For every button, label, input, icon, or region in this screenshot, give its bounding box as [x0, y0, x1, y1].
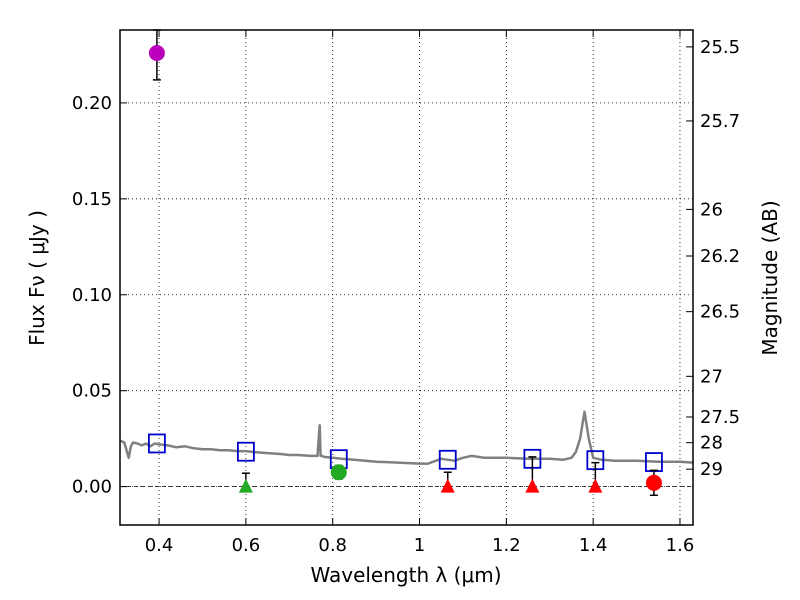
model-photometry-square [236, 441, 255, 462]
y2-tick-label: 29 [700, 459, 723, 480]
y-tick-label: 0.15 [72, 189, 112, 210]
y-tick-label: 0.05 [72, 381, 112, 402]
model-photometry-square [438, 449, 457, 470]
grid-lines [120, 30, 693, 525]
y2-tick-label: 27.5 [700, 407, 740, 428]
y2-tick-label: 25.5 [700, 37, 740, 58]
y-tick-label: 0.20 [72, 93, 112, 114]
axis-ticks: 0.4 0.6 0.8 1 1.2 1.4 1.6 0.00 0.05 0.10 0.15 0.20 2… [72, 30, 740, 556]
x-tick-label: 0.8 [318, 535, 347, 556]
detection-point [645, 474, 662, 491]
model-photometry-square [147, 433, 166, 454]
x-tick-label: 1.2 [492, 535, 521, 556]
detection-point [148, 45, 165, 62]
upper-limit-triangle [588, 478, 603, 493]
data-markers [147, 29, 663, 497]
x-tick-label: 1.4 [579, 535, 608, 556]
y-tick-label: 0.00 [72, 477, 112, 498]
x-axis-label: Wavelength λ (μm) [310, 563, 501, 587]
upper-limit-triangle [440, 478, 455, 493]
x-tick-label: 1.6 [666, 535, 695, 556]
y2-tick-label: 26 [700, 199, 723, 220]
x-tick-label: 0.6 [232, 535, 261, 556]
plot-frame [119, 29, 694, 526]
y2-tick-label: 26.5 [700, 302, 740, 323]
x-tick-label: 1 [414, 535, 425, 556]
y-axis-label: Flux Fν ( μJy ) [25, 210, 49, 346]
y-tick-label: 0.10 [72, 285, 112, 306]
model-sed-line [119, 410, 694, 465]
y2-tick-label: 28 [700, 433, 723, 454]
y2-tick-label: 27 [700, 366, 723, 387]
detection-point [330, 464, 347, 481]
upper-limit-triangle [525, 478, 540, 493]
y2-tick-label: 26.2 [700, 246, 740, 267]
model-sed-series [119, 410, 694, 465]
y2-axis-label: Magnitude (AB) [758, 200, 782, 355]
upper-limit-triangle [238, 478, 253, 493]
x-tick-label: 0.4 [145, 535, 174, 556]
y2-tick-label: 25.7 [700, 111, 740, 132]
